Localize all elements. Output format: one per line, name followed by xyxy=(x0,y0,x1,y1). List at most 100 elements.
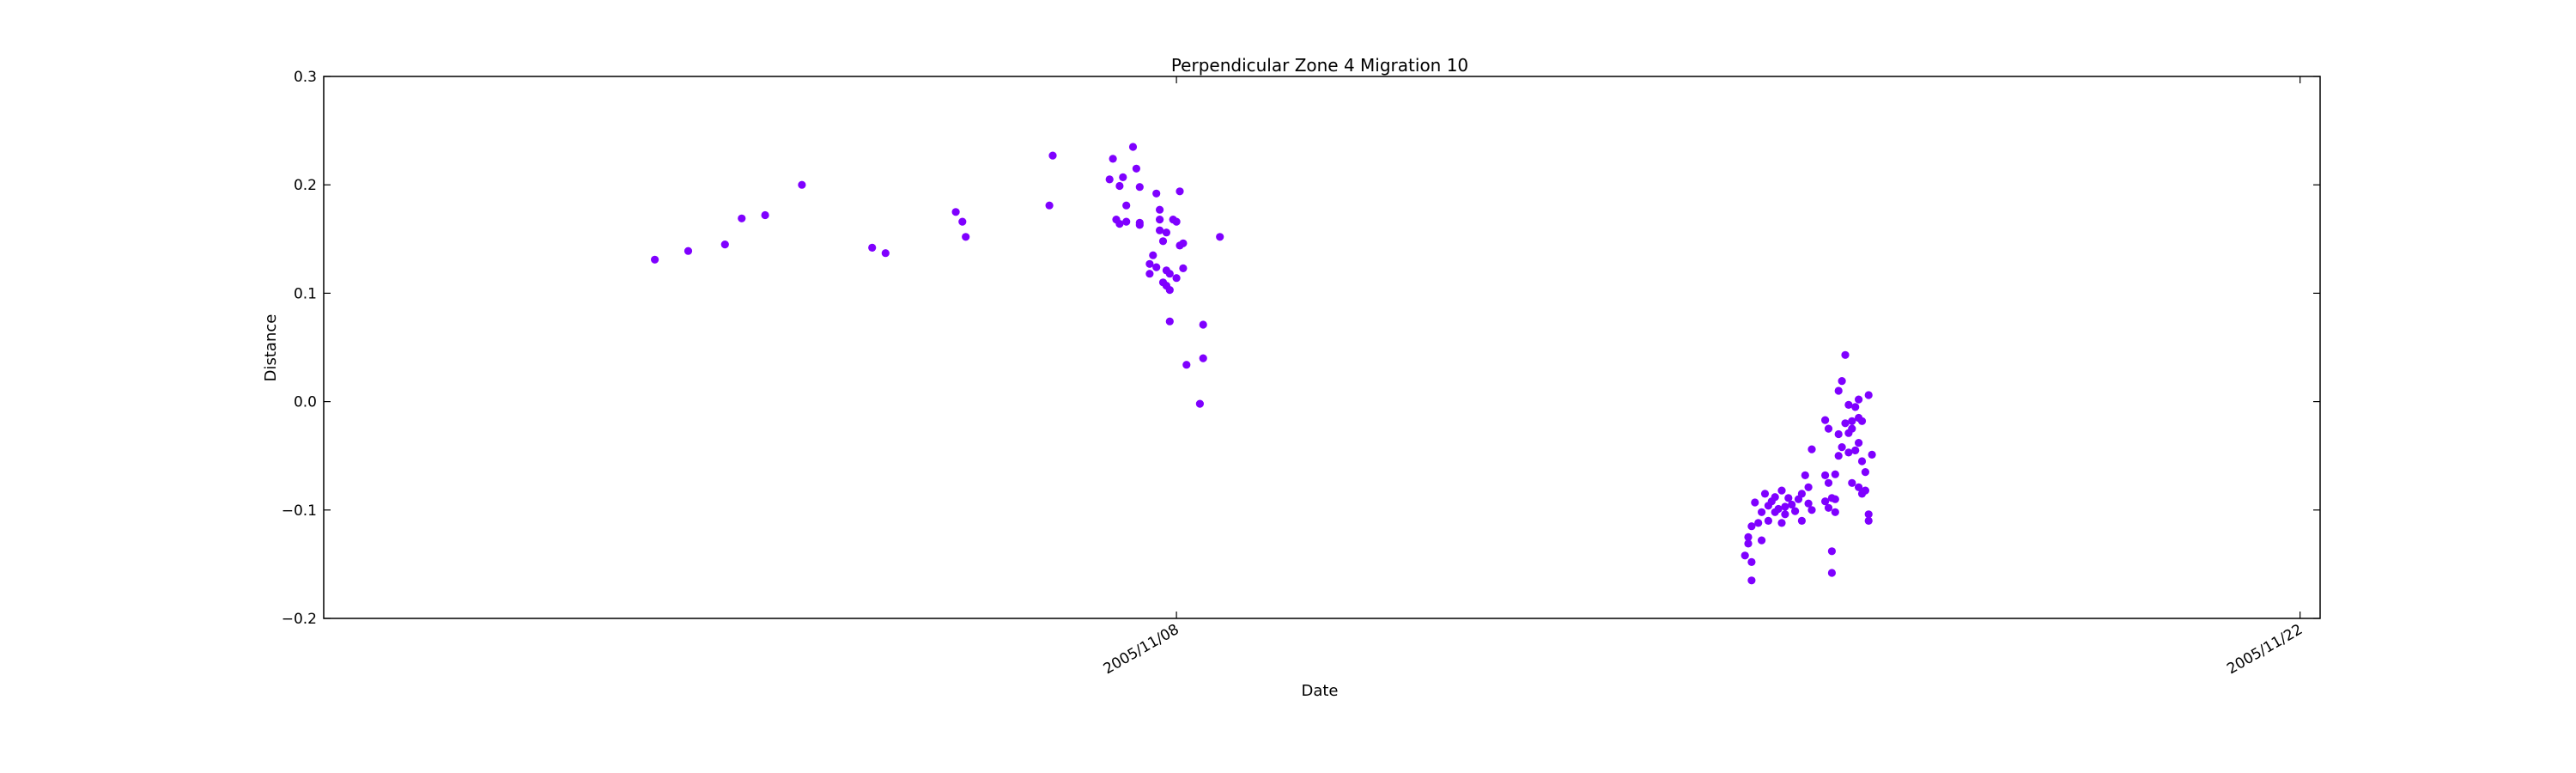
y-tick-label: 0.2 xyxy=(294,177,317,194)
plot-frame xyxy=(323,76,2321,619)
data-point xyxy=(1135,183,1144,192)
data-point xyxy=(1784,494,1793,502)
data-point xyxy=(1797,516,1806,526)
data-point xyxy=(1804,499,1813,508)
data-point xyxy=(1158,237,1168,246)
data-point xyxy=(761,210,769,220)
data-point xyxy=(1804,483,1813,491)
data-point xyxy=(1834,452,1843,460)
y-tick-label: 0.3 xyxy=(294,69,317,86)
data-point xyxy=(1857,417,1867,425)
data-point xyxy=(1821,416,1830,424)
data-point xyxy=(1741,551,1749,560)
data-point xyxy=(1855,438,1863,447)
data-point xyxy=(1156,205,1164,214)
data-point xyxy=(1807,445,1816,453)
x-axis-label: Date xyxy=(1301,682,1338,700)
y-tick-label: 0.1 xyxy=(294,285,317,302)
data-point xyxy=(1781,510,1789,519)
data-point xyxy=(1754,519,1763,527)
data-point xyxy=(1821,471,1830,480)
data-point xyxy=(1841,350,1850,359)
data-point xyxy=(1747,576,1756,585)
data-point xyxy=(1807,506,1816,514)
data-point xyxy=(1797,490,1806,498)
data-point xyxy=(1848,424,1856,433)
data-point xyxy=(1777,519,1786,527)
data-point xyxy=(1855,483,1863,491)
data-point xyxy=(1781,502,1789,511)
data-point xyxy=(1848,417,1856,425)
data-point xyxy=(1864,516,1873,526)
data-point xyxy=(1165,286,1174,295)
data-point xyxy=(1156,226,1164,234)
data-point xyxy=(1176,187,1184,196)
data-point xyxy=(1777,486,1786,495)
data-points xyxy=(651,143,1876,585)
data-point xyxy=(1848,478,1856,487)
data-point xyxy=(1132,164,1140,173)
data-point xyxy=(1162,228,1170,237)
data-point xyxy=(1744,533,1753,542)
data-point xyxy=(1771,493,1779,502)
data-point xyxy=(1857,457,1867,466)
data-point xyxy=(1122,201,1131,210)
data-point xyxy=(1758,508,1766,516)
data-point xyxy=(1744,539,1753,548)
data-point xyxy=(1831,495,1839,503)
data-point xyxy=(1172,217,1181,226)
data-point xyxy=(1751,498,1759,507)
data-point xyxy=(1831,470,1839,478)
data-point xyxy=(1179,239,1188,247)
data-point xyxy=(958,217,967,226)
y-tick-label: −0.2 xyxy=(282,611,317,628)
data-point xyxy=(1764,516,1772,526)
data-point xyxy=(881,249,890,258)
data-point xyxy=(1864,510,1873,519)
y-tick-label: 0.0 xyxy=(294,394,317,411)
data-point xyxy=(1165,317,1174,326)
data-point xyxy=(1172,274,1181,283)
data-point xyxy=(1145,259,1154,268)
data-point xyxy=(1119,173,1127,181)
data-point xyxy=(1824,503,1833,512)
data-point xyxy=(1834,429,1843,439)
data-point xyxy=(1831,508,1839,516)
data-point xyxy=(1199,354,1207,362)
data-point xyxy=(1868,450,1876,460)
data-point xyxy=(1747,557,1756,567)
data-point xyxy=(1199,320,1207,329)
data-point xyxy=(1128,143,1138,151)
data-point xyxy=(1788,500,1796,509)
data-point xyxy=(1747,522,1756,531)
data-point xyxy=(1861,486,1869,495)
data-point xyxy=(1145,270,1154,278)
data-point xyxy=(1834,386,1843,395)
data-point xyxy=(868,243,877,252)
data-point xyxy=(1821,497,1830,506)
data-point xyxy=(1774,504,1783,514)
data-point xyxy=(1122,217,1131,226)
data-point xyxy=(1195,399,1204,408)
data-point xyxy=(951,208,960,216)
data-point xyxy=(1864,391,1873,399)
data-point xyxy=(1115,220,1124,228)
data-point xyxy=(1851,446,1860,455)
data-point xyxy=(1855,395,1863,404)
y-axis: −0.2 −0.1 0.0 0.1 0.2 0.3 xyxy=(282,69,2320,628)
data-point xyxy=(683,247,693,255)
data-point xyxy=(1048,151,1057,160)
y-axis-label: Distance xyxy=(262,314,280,382)
chart-title: Perpendicular Zone 4 Migration 10 xyxy=(1171,55,1468,76)
data-point xyxy=(1838,443,1846,452)
data-point xyxy=(1135,221,1144,229)
data-point xyxy=(1179,264,1188,272)
data-point xyxy=(962,233,970,241)
data-point xyxy=(1851,403,1860,411)
data-point xyxy=(1149,251,1157,259)
data-point xyxy=(1844,448,1853,457)
data-point xyxy=(1824,478,1833,487)
data-point xyxy=(1838,377,1846,386)
